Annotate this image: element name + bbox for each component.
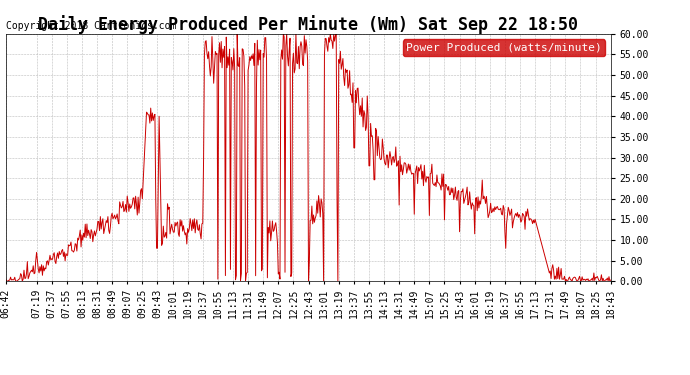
Legend: Power Produced (watts/minute): Power Produced (watts/minute) xyxy=(403,39,605,56)
Title: Daily Energy Produced Per Minute (Wm) Sat Sep 22 18:50: Daily Energy Produced Per Minute (Wm) Sa… xyxy=(38,15,578,34)
Text: Copyright 2018 Cartronics.com: Copyright 2018 Cartronics.com xyxy=(6,21,176,31)
